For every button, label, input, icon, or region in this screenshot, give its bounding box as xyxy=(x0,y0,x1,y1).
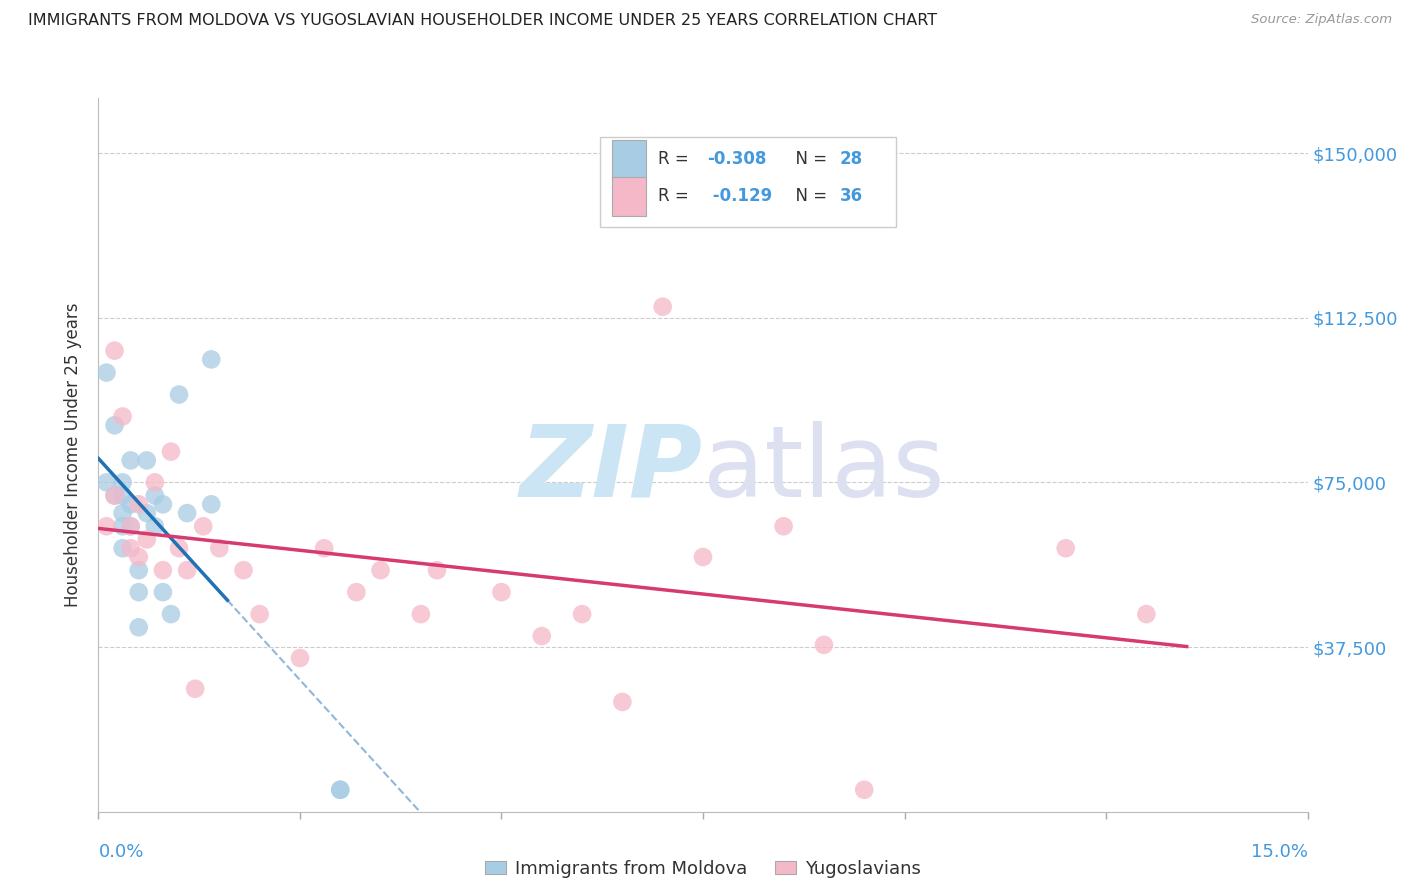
Point xyxy=(184,681,207,696)
Point xyxy=(111,506,134,520)
Point xyxy=(111,489,134,503)
Point xyxy=(111,519,134,533)
Point xyxy=(128,585,150,599)
Point xyxy=(426,563,449,577)
Point xyxy=(120,519,142,533)
Point xyxy=(612,695,634,709)
Text: 0.0%: 0.0% xyxy=(98,843,143,861)
Point xyxy=(193,519,215,533)
Point xyxy=(692,549,714,564)
Point xyxy=(96,519,118,533)
Point xyxy=(111,409,134,424)
FancyBboxPatch shape xyxy=(613,177,647,216)
Point xyxy=(135,506,157,520)
Point xyxy=(314,541,336,556)
Point xyxy=(329,782,352,797)
FancyBboxPatch shape xyxy=(613,139,647,178)
Point xyxy=(128,620,150,634)
Point xyxy=(120,453,142,467)
Legend: Immigrants from Moldova, Yugoslavians: Immigrants from Moldova, Yugoslavians xyxy=(478,853,928,885)
Point xyxy=(370,563,392,577)
Point xyxy=(160,444,183,458)
Point xyxy=(120,497,142,511)
Point xyxy=(853,782,876,797)
Point xyxy=(152,563,174,577)
Y-axis label: Householder Income Under 25 years: Householder Income Under 25 years xyxy=(65,302,83,607)
Text: -0.308: -0.308 xyxy=(707,150,766,168)
Point xyxy=(200,497,222,511)
Point xyxy=(571,607,593,621)
Point xyxy=(103,343,125,358)
Point xyxy=(530,629,553,643)
Point xyxy=(651,300,673,314)
Point xyxy=(111,541,134,556)
Point xyxy=(128,497,150,511)
Point xyxy=(120,541,142,556)
Point xyxy=(813,638,835,652)
Text: 28: 28 xyxy=(839,150,863,168)
Point xyxy=(143,489,166,503)
Point xyxy=(135,533,157,547)
Point xyxy=(111,475,134,490)
Point xyxy=(103,489,125,503)
Point xyxy=(160,607,183,621)
Point xyxy=(772,519,794,533)
Point xyxy=(96,475,118,490)
Text: 15.0%: 15.0% xyxy=(1250,843,1308,861)
Text: R =: R = xyxy=(658,187,695,205)
Point xyxy=(96,366,118,380)
Point xyxy=(128,549,150,564)
Point xyxy=(128,563,150,577)
Text: ZIP: ZIP xyxy=(520,421,703,517)
Text: R =: R = xyxy=(658,150,695,168)
Point xyxy=(1054,541,1077,556)
Point xyxy=(135,453,157,467)
Point xyxy=(176,506,198,520)
Text: IMMIGRANTS FROM MOLDOVA VS YUGOSLAVIAN HOUSEHOLDER INCOME UNDER 25 YEARS CORRELA: IMMIGRANTS FROM MOLDOVA VS YUGOSLAVIAN H… xyxy=(28,13,938,29)
Text: N =: N = xyxy=(785,150,832,168)
Point xyxy=(329,782,352,797)
Point xyxy=(249,607,271,621)
Point xyxy=(152,497,174,511)
Point xyxy=(103,418,125,433)
Point xyxy=(200,352,222,367)
Point xyxy=(143,519,166,533)
Point xyxy=(344,585,367,599)
FancyBboxPatch shape xyxy=(600,137,897,227)
Point xyxy=(288,651,311,665)
Text: 36: 36 xyxy=(839,187,863,205)
Point xyxy=(167,387,190,401)
Text: atlas: atlas xyxy=(703,421,945,517)
Point xyxy=(120,519,142,533)
Point xyxy=(103,489,125,503)
Point xyxy=(167,541,190,556)
Text: -0.129: -0.129 xyxy=(707,187,772,205)
Point xyxy=(409,607,432,621)
Point xyxy=(232,563,254,577)
Point xyxy=(176,563,198,577)
Text: Source: ZipAtlas.com: Source: ZipAtlas.com xyxy=(1251,13,1392,27)
Point xyxy=(491,585,513,599)
Point xyxy=(152,585,174,599)
Text: N =: N = xyxy=(785,187,832,205)
Point xyxy=(1135,607,1157,621)
Point xyxy=(208,541,231,556)
Point xyxy=(143,475,166,490)
